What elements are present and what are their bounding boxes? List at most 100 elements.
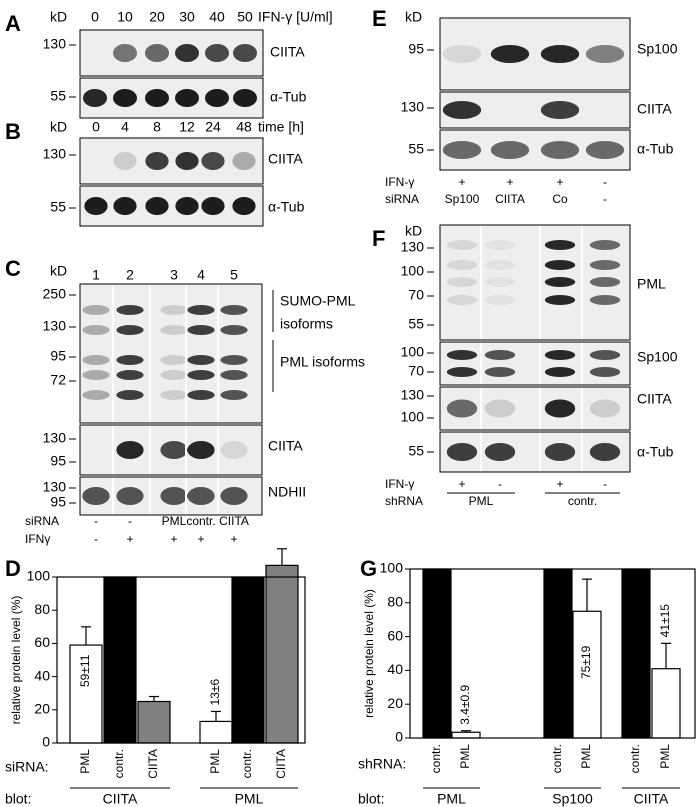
band: [145, 44, 169, 62]
band: [233, 89, 257, 107]
category-label: CIITA: [274, 749, 288, 779]
marker-label: 95: [50, 453, 66, 469]
y-axis-label: relative protein level (%): [362, 589, 376, 718]
marker-label: 70: [408, 287, 424, 303]
row-value: contr.: [568, 494, 597, 508]
lane-label: 2: [126, 267, 134, 283]
protein-label: CIITA: [637, 391, 672, 407]
marker-label: 55: [408, 443, 424, 459]
panel-letter: C: [5, 256, 21, 281]
marker-label: 100: [401, 263, 425, 279]
band: [145, 197, 169, 215]
bar: [199, 720, 233, 744]
band: [220, 390, 248, 400]
band: [442, 101, 482, 119]
marker-label: 130: [43, 146, 67, 162]
y-tick-label: 100: [380, 560, 404, 576]
row-value: -: [603, 175, 607, 189]
panel-letter: E: [372, 6, 387, 31]
band: [446, 277, 478, 287]
annotation: SUMO-PML: [280, 293, 356, 309]
row-value: -: [128, 514, 132, 528]
unit-label: kD: [50, 119, 67, 135]
blot: [79, 77, 264, 119]
protein-label: CIITA: [268, 438, 303, 454]
band: [484, 240, 516, 250]
value-label: 75±19: [579, 645, 593, 679]
band: [83, 89, 107, 107]
band: [446, 260, 478, 270]
band: [82, 325, 110, 335]
row-name: IFN-γ: [385, 477, 414, 491]
row-name: IFNγ: [25, 532, 50, 546]
band: [544, 367, 576, 377]
band: [442, 141, 482, 159]
band: [484, 367, 516, 377]
band: [232, 197, 256, 215]
bar: [137, 700, 171, 744]
marker-label: 95: [408, 41, 424, 57]
bar: [451, 731, 481, 739]
y-tick-label: 100: [27, 568, 51, 584]
band: [160, 370, 188, 380]
band: [116, 390, 144, 400]
band: [82, 487, 110, 505]
blot: [439, 341, 631, 386]
band: [484, 260, 516, 270]
value-label: 13±6: [208, 679, 222, 706]
band: [540, 141, 580, 159]
bar: [422, 568, 452, 739]
row-value: +: [458, 175, 465, 189]
y-tick-label: 40: [34, 667, 50, 683]
marker-label: 130: [43, 430, 67, 446]
row-value: +: [506, 175, 513, 189]
row-value: -: [603, 477, 607, 491]
band: [589, 277, 621, 287]
condition-label: time [h]: [258, 119, 304, 135]
bar: [265, 564, 299, 744]
band: [589, 443, 621, 461]
category-label: PML: [208, 749, 222, 774]
category-label: PML: [78, 749, 92, 774]
band: [446, 350, 478, 360]
band: [160, 487, 188, 505]
band: [116, 487, 144, 505]
lane-label: 20: [149, 9, 165, 25]
row-value: -: [603, 192, 607, 206]
lane-label: 0: [92, 119, 100, 135]
category-title: siRNA:: [5, 759, 49, 775]
value-label: 41±15: [658, 604, 672, 638]
lane-label: 12: [179, 119, 195, 135]
band: [116, 355, 144, 365]
lane-label: 0: [91, 9, 99, 25]
band: [484, 277, 516, 287]
value-label: 59±11: [78, 654, 92, 687]
marker-label: 250: [43, 286, 67, 302]
y-tick-label: 80: [387, 594, 403, 610]
lane-label: 3: [170, 267, 178, 283]
row-name: siRNA: [385, 192, 419, 206]
lane-label: 5: [230, 267, 238, 283]
band: [220, 487, 248, 505]
band: [175, 89, 199, 107]
band: [544, 240, 576, 250]
band: [544, 295, 576, 305]
row-value: +: [126, 532, 133, 546]
band: [82, 390, 110, 400]
marker-label: 72: [50, 372, 66, 388]
group-label: PML: [235, 791, 264, 807]
marker-label: 55: [50, 88, 66, 104]
band: [175, 44, 199, 62]
protein-label: Sp100: [637, 349, 678, 365]
category-label: contr.: [628, 744, 642, 773]
marker-label: 130: [401, 99, 425, 115]
row-name: siRNA: [25, 514, 59, 528]
marker-label: 55: [408, 141, 424, 157]
band: [220, 325, 248, 335]
band: [187, 487, 215, 505]
band: [490, 141, 530, 159]
plot-frame: [56, 576, 306, 744]
band: [82, 370, 110, 380]
protein-label: α-Tub: [637, 141, 674, 157]
